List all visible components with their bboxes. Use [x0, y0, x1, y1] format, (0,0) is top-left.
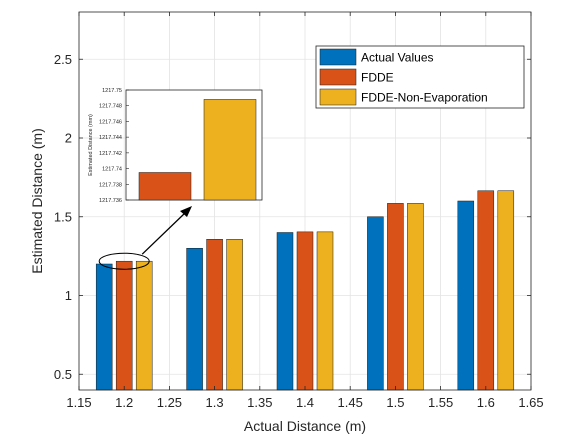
bar — [186, 248, 203, 391]
y-tick-label: 2.5 — [54, 52, 72, 67]
bar — [457, 200, 475, 391]
bar — [367, 216, 384, 391]
bar — [135, 260, 153, 391]
bar — [95, 263, 113, 391]
inset-zoom-chart: 1217.75 1217.748 1217.746 1217.744 1217.742 1… — [88, 88, 263, 204]
legend-entry-label: FDDE-Non-Evaporation — [361, 91, 488, 105]
inset-y-tick-label: 1217.744 — [99, 135, 122, 141]
axes — [78, 11, 532, 391]
x-tick-label: 1.25 — [157, 395, 182, 410]
inset-bar — [138, 172, 192, 201]
bar — [477, 190, 495, 391]
bar — [115, 260, 133, 391]
zoom-annotation — [98, 206, 192, 270]
zoom-ellipse — [98, 252, 150, 270]
inset-y-tick-label: 1217.748 — [99, 104, 122, 110]
bar — [276, 232, 294, 391]
legend-swatch — [319, 88, 357, 106]
inset-y-tick-label: 1217.746 — [99, 119, 122, 125]
y-tick-label: 2 — [65, 131, 72, 146]
inset-y-tick-label: 1217.742 — [99, 151, 122, 157]
x-tick-label: 1.5 — [386, 395, 404, 410]
bar — [387, 203, 404, 391]
y-axis-label: Estimated Distance (m) — [29, 128, 45, 273]
bar — [407, 203, 424, 391]
legend-entry-label: FDDE — [361, 71, 394, 85]
inset-y-tick-label: 1217.74 — [102, 167, 122, 173]
inset-y-axis-label: Estimated Distance (mm) — [88, 114, 94, 176]
x-tick-label: 1.6 — [477, 395, 495, 410]
x-tick-label: 1.65 — [518, 395, 543, 410]
bars — [95, 190, 515, 391]
bar — [226, 239, 243, 391]
legend-swatch — [319, 48, 357, 66]
x-tick-label: 1.4 — [296, 395, 314, 410]
x-tick-label: 1.45 — [338, 395, 363, 410]
inset-y-tick-label: 1217.736 — [99, 198, 122, 204]
legend: Actual Values FDDE FDDE-Non-Evaporation — [315, 45, 525, 109]
y-tick-label: 1.5 — [54, 209, 72, 224]
inset-y-tick-label: 1217.75 — [102, 88, 122, 94]
x-tick-label: 1.2 — [115, 395, 133, 410]
y-tick-label: 1 — [65, 288, 72, 303]
legend-swatch — [319, 68, 357, 86]
x-tick-label: 1.15 — [66, 395, 91, 410]
zoom-arrow-head — [180, 206, 192, 217]
inset-y-tick-label: 1217.738 — [99, 182, 122, 188]
x-axis-label: Actual Distance (m) — [244, 418, 366, 434]
tick-labels: 1.15 1.2 1.25 1.3 1.35 1.4 1.45 1.5 1.55 1.6 1.65 0… — [54, 52, 544, 410]
bar — [497, 190, 515, 391]
inset-bar — [203, 99, 257, 201]
legend-entry-label: Actual Values — [361, 51, 434, 65]
x-tick-label: 1.55 — [428, 395, 453, 410]
x-tick-label: 1.3 — [206, 395, 224, 410]
zoom-arrow-line — [141, 212, 186, 255]
bar — [316, 231, 334, 391]
bar — [296, 231, 314, 391]
bar — [206, 239, 223, 391]
x-tick-label: 1.35 — [247, 395, 272, 410]
y-tick-label: 0.5 — [54, 367, 72, 382]
